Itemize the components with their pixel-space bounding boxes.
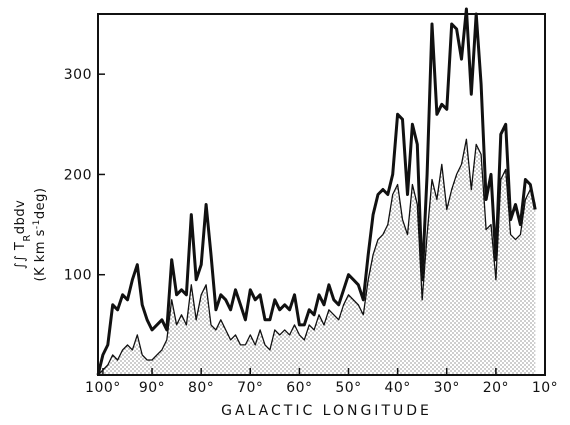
y-label-sub: R (22, 234, 33, 241)
x-tick-label: 40° (384, 380, 410, 396)
x-tick-label: 90° (139, 380, 165, 396)
x-tick-label: 70° (237, 380, 263, 396)
series-area-fill (98, 139, 536, 375)
y-tick-label: 200 (64, 167, 92, 183)
series-line-thin (97, 138, 536, 376)
axes (97, 13, 546, 376)
y-label-integral: ∫∫ T (13, 242, 28, 270)
y-axis-ticks: 100 200 300 (64, 67, 105, 284)
y-axis-label: ∫∫ TRdbdv (K km s-1deg) (13, 188, 48, 282)
y-tick-label: 300 (64, 67, 92, 83)
y-label-units: (K km s (33, 229, 48, 281)
x-tick-label: 80° (188, 380, 214, 396)
x-tick-label: 50° (335, 380, 361, 396)
x-axis-ticks: 100° 90° 80° 70° 60° 50° 40° 30° 20° 10° (85, 368, 558, 396)
y-axis-label-line2: (K km s-1deg) (32, 188, 48, 282)
series-line-thick (96, 7, 537, 376)
y-label-rest: dbdv (13, 200, 28, 234)
y-label-units-rest: deg) (33, 188, 48, 220)
x-axis-label: GALACTIC LONGITUDE (221, 403, 432, 419)
x-tick-label: 10° (532, 380, 558, 396)
plot-area (96, 7, 537, 376)
x-tick-label: 30° (434, 380, 460, 396)
x-tick-label: 60° (286, 380, 312, 396)
y-tick-label: 100 (64, 268, 92, 284)
plot-frame (97, 13, 546, 376)
x-tick-label: 100° (85, 380, 121, 396)
y-label-sup: -1 (32, 219, 42, 229)
y-axis-label-line1: ∫∫ TRdbdv (13, 200, 33, 270)
x-tick-label: 20° (483, 380, 509, 396)
